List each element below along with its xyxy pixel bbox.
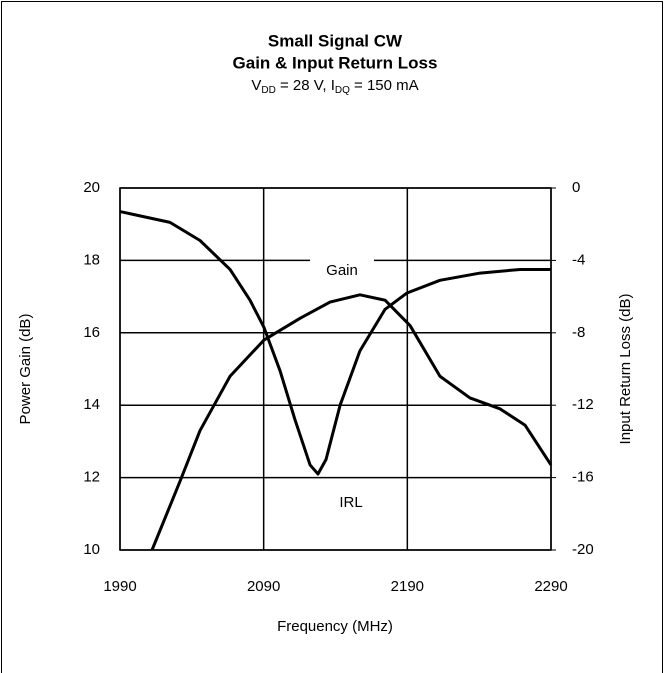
y-tick-label: 12 [83, 469, 100, 486]
line-series [150, 293, 553, 551]
x-tick-label: 2190 [391, 578, 424, 595]
y-tick-label: 10 [83, 541, 100, 558]
chart-subtitle: VDD = 28 V, IDQ = 150 mA [251, 77, 418, 96]
y2-tick-label: 0 [572, 179, 580, 196]
y-tick-label: 16 [83, 324, 100, 341]
y-tick-label: 20 [83, 179, 100, 196]
y2-tick-label: -8 [572, 324, 585, 341]
annotation: Gain [326, 262, 358, 279]
y2-tick-label: -20 [572, 541, 594, 558]
plot-area [119, 187, 552, 551]
chart-title: Small Signal CW [268, 31, 403, 50]
x-tick-label: 1990 [103, 578, 136, 595]
y2-tick-label: -16 [572, 469, 594, 486]
x-tick-label: 2290 [534, 578, 567, 595]
label-background [310, 259, 374, 283]
annotation: IRL [339, 494, 362, 511]
x-tick-label: 2090 [247, 578, 280, 595]
line-series [119, 210, 551, 476]
y2-axis-title: Input Return Loss (dB) [617, 294, 634, 445]
y-axis-title: Power Gain (dB) [17, 314, 34, 425]
chart-title: Gain & Input Return Loss [233, 53, 438, 72]
x-axis-title: Frequency (MHz) [277, 618, 393, 635]
y-tick-label: 14 [83, 396, 100, 413]
y2-tick-label: -4 [572, 251, 585, 268]
y-tick-label: 18 [83, 251, 100, 268]
y2-tick-label: -12 [572, 396, 594, 413]
